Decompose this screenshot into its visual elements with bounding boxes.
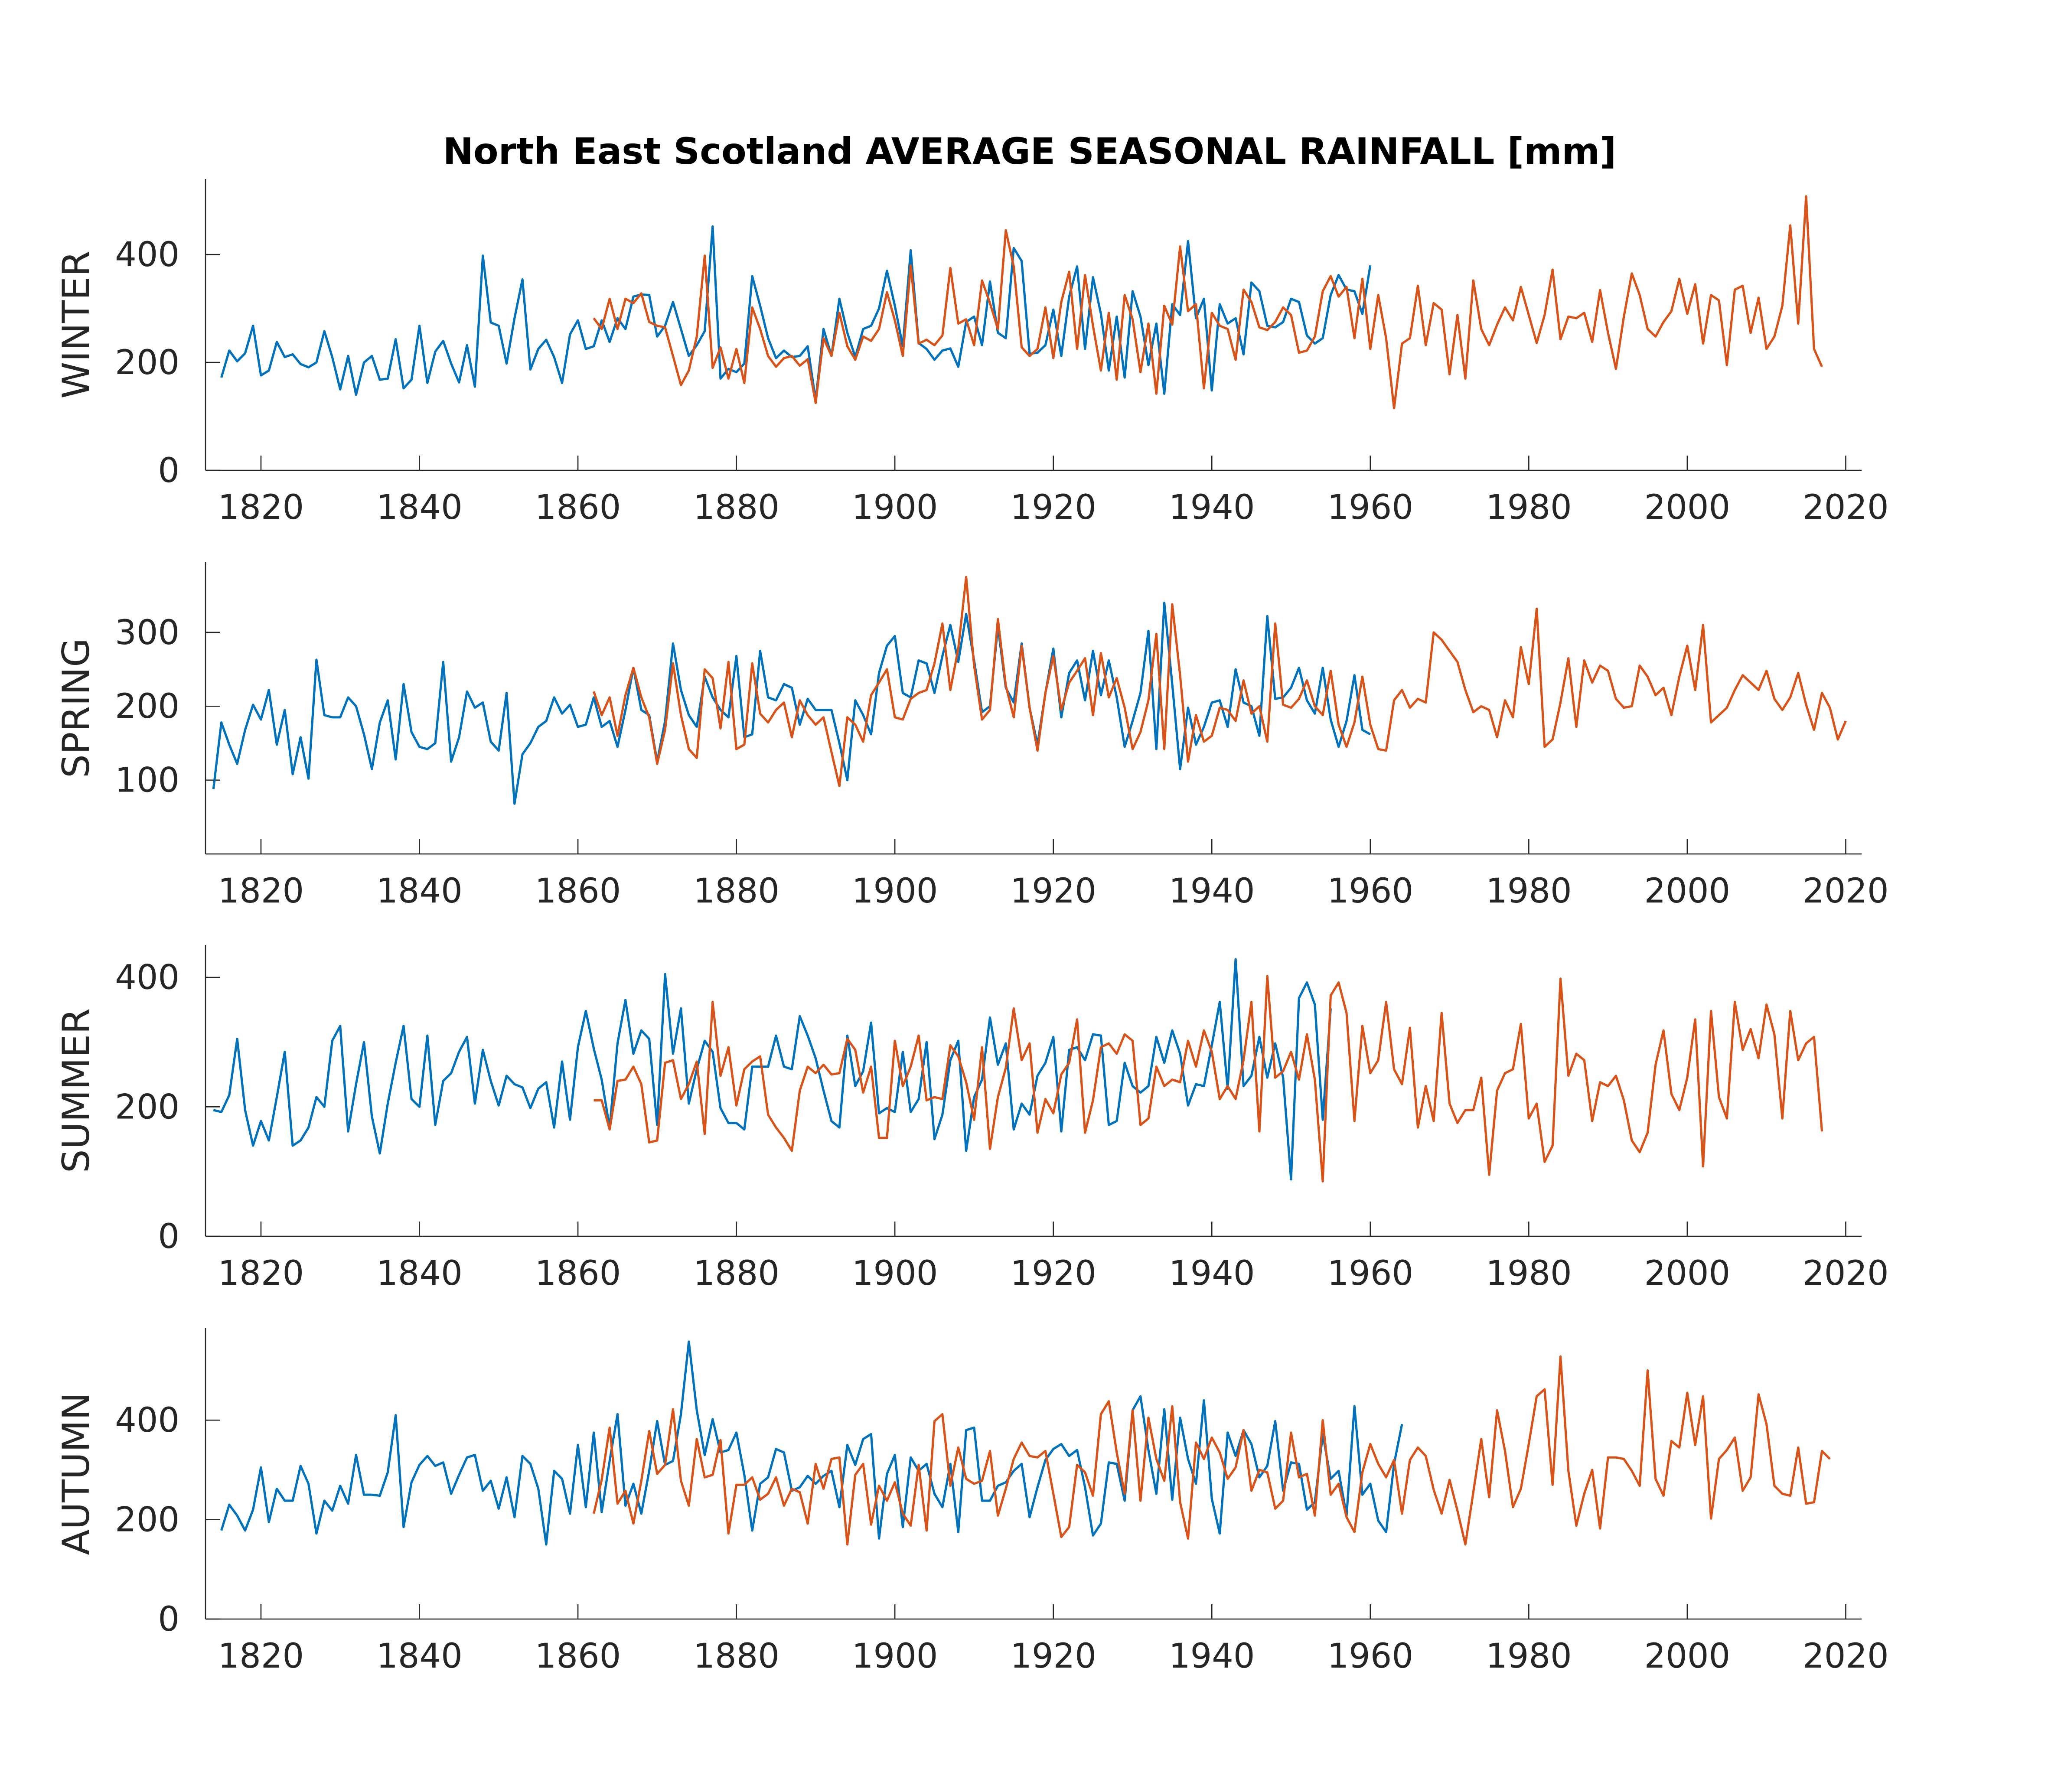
autumn-x-tick-label: 1940 (1169, 1637, 1255, 1676)
autumn-x-tick-label: 1860 (535, 1637, 621, 1676)
spring-x-tick-label: 2020 (1803, 872, 1889, 911)
summer-x-tick-label: 2020 (1803, 1254, 1889, 1293)
spring-y-tick-label: 100 (115, 761, 179, 800)
winter-y-tick-label: 200 (115, 343, 179, 382)
winter-x-tick-label: 1940 (1169, 488, 1255, 527)
winter-y-tick-label: 400 (115, 235, 179, 274)
panels: 1820 1840 1860 1880 1900 1920 1940 1960 1980 2000… (55, 179, 1889, 1676)
spring-x-tick-label: 1980 (1486, 872, 1572, 911)
spring-x-tick-label: 1860 (535, 872, 621, 911)
spring-panel: 1820 1840 1860 1880 1900 1920 1940 1960 1980 2000… (55, 562, 1889, 911)
autumn-x-tick-label: 2000 (1644, 1637, 1731, 1676)
summer-y-tick-label: 400 (115, 958, 179, 997)
spring-series-line-2 (593, 576, 1847, 787)
summer-x-tick-label: 1960 (1327, 1254, 1414, 1293)
winter-x-tick-label: 1960 (1327, 488, 1414, 527)
autumn-series-line-2 (593, 1355, 1831, 1546)
winter-x-tick-label: 1840 (376, 488, 463, 527)
autumn-x-tick-label: 1880 (693, 1637, 779, 1676)
summer-x-tick-label: 1940 (1169, 1254, 1255, 1293)
winter-x-tick-label: 1900 (852, 488, 938, 527)
spring-x-tick-label: 2000 (1644, 872, 1731, 911)
summer-x-tick-label: 1860 (535, 1254, 621, 1293)
winter-series-line-2 (593, 195, 1823, 410)
winter-x-tick-label: 1920 (1010, 488, 1096, 527)
winter-x-tick-label: 1980 (1486, 488, 1572, 527)
autumn-x-tick-label: 1820 (218, 1637, 304, 1676)
winter-x-tick-label: 1880 (693, 488, 779, 527)
spring-series-line-1 (212, 602, 1371, 805)
winter-x-tick-label: 2020 (1803, 488, 1889, 527)
spring-x-tick-label: 1840 (376, 872, 463, 911)
autumn-y-tick-label: 0 (158, 1600, 179, 1639)
spring-x-tick-label: 1880 (693, 872, 779, 911)
summer-series-line-2 (594, 975, 1823, 1183)
winter-x-tick-label: 1860 (535, 488, 621, 527)
autumn-panel: 1820 1840 1860 1880 1900 1920 1940 1960 1980 2000… (55, 1328, 1889, 1676)
autumn-x-tick-label: 1840 (376, 1637, 463, 1676)
spring-y-tick-label: 200 (115, 687, 179, 726)
winter-y-axis-label: WINTER (55, 251, 98, 398)
summer-x-tick-label: 1900 (852, 1254, 938, 1293)
spring-y-tick-label: 300 (115, 613, 179, 652)
summer-y-axis-label: SUMMER (55, 1008, 98, 1173)
winter-x-tick-label: 1820 (218, 488, 304, 527)
autumn-y-tick-label: 400 (115, 1401, 179, 1440)
summer-y-tick-label: 200 (115, 1088, 179, 1127)
winter-series-line-1 (220, 225, 1372, 401)
summer-y-tick-label: 0 (158, 1217, 179, 1256)
autumn-x-tick-label: 1980 (1486, 1637, 1572, 1676)
winter-y-tick-label: 0 (158, 451, 179, 490)
spring-x-tick-label: 1820 (218, 872, 304, 911)
winter-x-tick-label: 2000 (1644, 488, 1731, 527)
spring-x-tick-label: 1960 (1327, 872, 1414, 911)
spring-x-tick-label: 1900 (852, 872, 938, 911)
winter-panel: 1820 1840 1860 1880 1900 1920 1940 1960 1980 2000… (55, 179, 1889, 527)
autumn-x-tick-label: 1920 (1010, 1637, 1096, 1676)
summer-x-tick-label: 1880 (693, 1254, 779, 1293)
summer-x-tick-label: 1920 (1010, 1254, 1096, 1293)
autumn-x-tick-label: 1900 (852, 1637, 938, 1676)
summer-x-tick-label: 1820 (218, 1254, 304, 1293)
summer-x-tick-label: 1840 (376, 1254, 463, 1293)
chart-title: North East Scotland AVERAGE SEASONAL RAI… (443, 130, 1617, 173)
spring-x-tick-label: 1940 (1169, 872, 1255, 911)
summer-x-tick-label: 1980 (1486, 1254, 1572, 1293)
autumn-x-tick-label: 2020 (1803, 1637, 1889, 1676)
summer-panel: 1820 1840 1860 1880 1900 1920 1940 1960 1980 2000… (55, 945, 1889, 1293)
summer-series-line-1 (213, 958, 1332, 1181)
spring-y-axis-label: SPRING (55, 638, 98, 778)
autumn-x-tick-label: 1960 (1327, 1637, 1414, 1676)
summer-x-tick-label: 2000 (1644, 1254, 1731, 1293)
autumn-y-tick-label: 200 (115, 1501, 179, 1540)
autumn-series-line-1 (220, 1340, 1403, 1546)
spring-x-tick-label: 1920 (1010, 872, 1096, 911)
autumn-y-axis-label: AUTUMN (55, 1392, 98, 1555)
